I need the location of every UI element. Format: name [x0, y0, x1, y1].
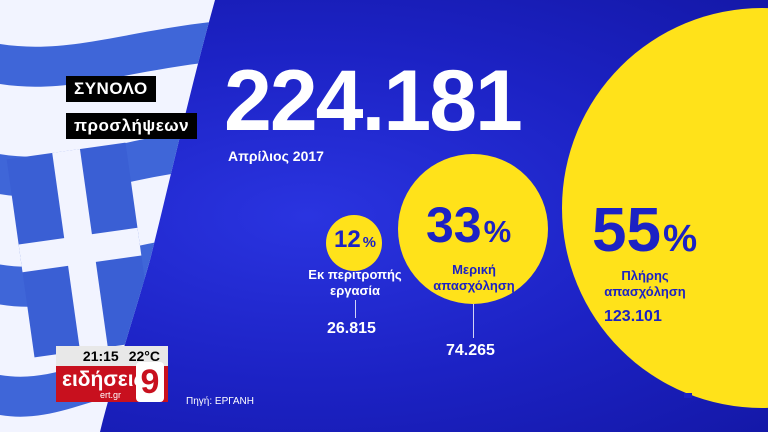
part-time-connector [473, 304, 474, 338]
rotation-work-caption: Εκ περιτροπής εργασία [308, 267, 402, 299]
total-label-line1: ΣΥΝΟΛΟ [66, 76, 156, 102]
percent-sign: % [662, 217, 698, 260]
source-credit: Πηγή: ΕΡΓΑΝΗ [186, 396, 254, 407]
news-brand: ειδήσεις [62, 368, 145, 391]
ticker-time: 21:15 [82, 348, 119, 364]
part-time-percent: 33% [426, 200, 511, 250]
full-time-percent: 55% [592, 200, 697, 262]
full-time-value: 123.101 [604, 308, 662, 325]
ticker-time-bar: 21:15 22°C [56, 346, 168, 366]
rotation-work-circle [326, 215, 382, 271]
part-time-circle [398, 154, 548, 304]
percent-number: 55 [592, 196, 661, 265]
channel-ticker: 21:15 22°C ειδήσεις ert.gr 9 [56, 346, 168, 402]
percent-sign: % [362, 235, 376, 251]
greek-flag-graphic [0, 0, 215, 432]
part-time-caption: Μερική απασχόληση [433, 262, 515, 294]
period-label: Απρίλιος 2017 [228, 148, 324, 164]
total-label-line2: προσλήψεων [66, 113, 198, 139]
total-hires-number: 224.181 [224, 53, 523, 149]
part-time-value: 74.265 [446, 342, 495, 359]
full-time-caption: Πλήρης απασχόληση [604, 268, 686, 300]
rotation-work-value: 26.815 [327, 320, 376, 337]
percent-number: 12 [334, 226, 361, 253]
news-brand-site: ert.gr [100, 390, 122, 400]
rotation-work-percent: 12% [334, 228, 376, 252]
channel-logo: 9 [136, 362, 164, 402]
corner-mark-icon [684, 393, 692, 398]
ticker-brand-bar: ειδήσεις ert.gr 9 [56, 362, 168, 402]
percent-number: 33 [426, 197, 482, 253]
rotation-work-connector [355, 300, 356, 318]
ticker-temperature: 22°C [128, 348, 160, 364]
percent-sign: % [483, 214, 512, 249]
